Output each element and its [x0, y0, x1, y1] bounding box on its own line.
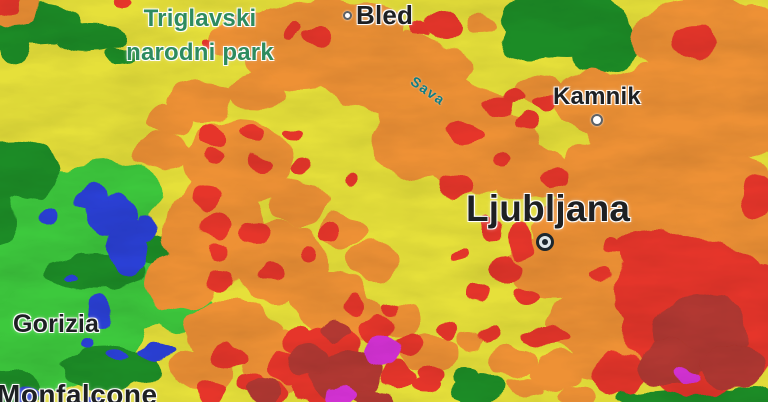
city-label-monfalcone[interactable]: Monfalcone [0, 379, 158, 402]
city-label-bled[interactable]: Bled [356, 0, 414, 30]
park-label-line1: Triglavski [143, 5, 257, 32]
park-label-line2: narodni park [126, 39, 274, 67]
city-label-kamnik[interactable]: Kamnik [553, 83, 641, 110]
city-label-ljubljana[interactable]: Ljubljana [466, 188, 631, 229]
kamnik-marker[interactable] [591, 114, 603, 126]
ljubljana-marker[interactable] [536, 233, 554, 251]
gorizia-marker[interactable] [88, 321, 98, 331]
park-label-triglavski[interactable]: Triglavski narodni park [105, 2, 295, 70]
ljubljana-marker-dot [542, 239, 548, 245]
bled-marker[interactable] [343, 11, 352, 20]
city-label-gorizia[interactable]: Gorizia [13, 310, 100, 338]
